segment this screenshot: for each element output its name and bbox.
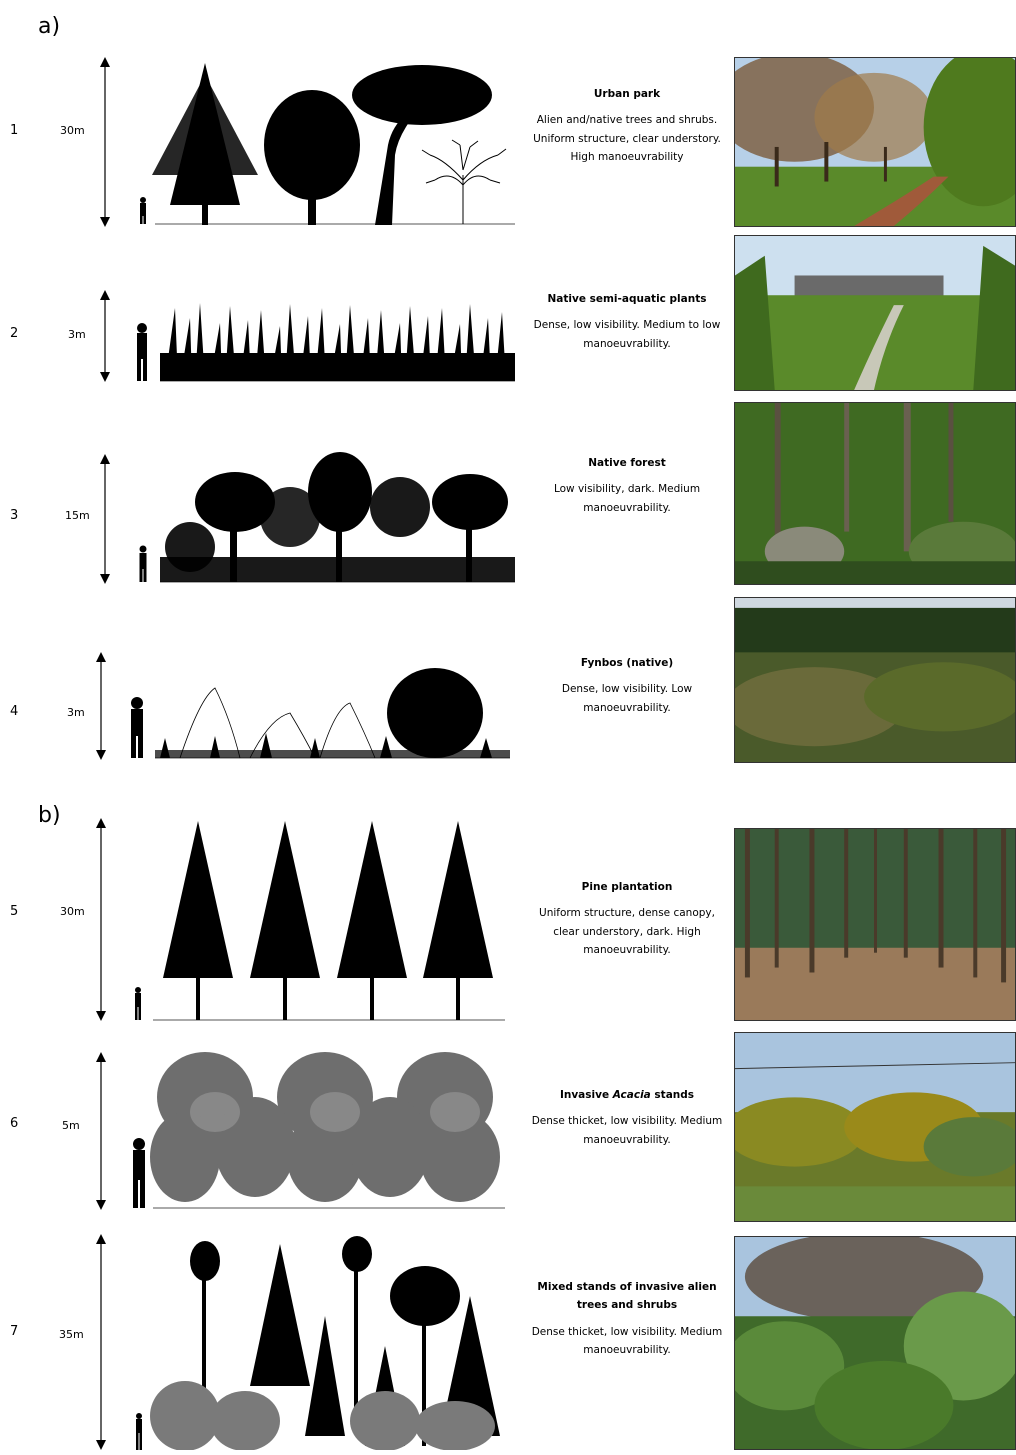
height-label: 30m [60, 905, 85, 918]
habitat-description: Pine plantation Uniform structure, dense… [527, 878, 727, 960]
height-arrow [94, 1234, 108, 1450]
person-silhouette [140, 197, 146, 224]
row-number: 7 [10, 1324, 19, 1339]
height-label: 5m [62, 1119, 80, 1132]
row-number: 2 [10, 326, 19, 341]
height-label: 3m [67, 706, 85, 719]
semi-aquatic-photo [734, 235, 1016, 391]
habitat-title: Mixed stands of invasive alien trees and… [537, 1281, 717, 1312]
habitat-description: Native semi-aquatic plants Dense, low vi… [527, 290, 727, 353]
habitat-row-6: 6 5m Invasive Acacia stands Dense thi [0, 1032, 1016, 1222]
habitat-row-2: 2 3m Native semi-aquatic plants Dense, l… [0, 235, 1016, 391]
row-number: 6 [10, 1116, 19, 1131]
urban-park-photo [734, 57, 1016, 227]
row-number: 1 [10, 123, 19, 138]
height-label: 15m [65, 509, 90, 522]
pine-plantation-silhouette [125, 818, 515, 1022]
person-silhouette [133, 1138, 145, 1208]
height-arrow [98, 454, 112, 584]
habitat-text: Alien and/native trees and shrubs. Unifo… [533, 114, 721, 164]
row-number: 5 [10, 904, 19, 919]
person-silhouette [135, 987, 141, 1020]
fynbos-silhouette [120, 658, 520, 760]
habitat-text: Low visibility, dark. Medium manoeuvrabi… [553, 483, 701, 514]
habitat-description: Mixed stands of invasive alien trees and… [527, 1278, 727, 1360]
acacia-silhouette [125, 1052, 515, 1210]
section-label-a: a) [38, 14, 61, 39]
native-forest-photo [734, 402, 1016, 585]
habitat-text: Dense, low visibility. Medium to low man… [533, 319, 721, 350]
height-arrow [98, 290, 112, 382]
mixed-stands-silhouette [125, 1236, 515, 1451]
native-forest-silhouette [130, 452, 520, 584]
habitat-text: Dense thicket, low visibility. Medium ma… [531, 1325, 723, 1357]
habitat-row-4: 4 3m Fynbos (native) Dense, low visibili… [0, 597, 1016, 764]
height-arrow [94, 652, 108, 760]
habitat-row-3: 3 15m Native forest Low visibility, dark… [0, 402, 1016, 587]
habitat-row-7: 7 35m Mixed stands of invasive alien tre… [0, 1232, 1016, 1451]
habitat-description: Invasive Acacia stands Dense thicket, lo… [527, 1086, 727, 1149]
habitat-description: Urban park Alien and/native trees and sh… [527, 85, 727, 167]
habitat-title: Invasive Acacia stands [559, 1089, 695, 1101]
height-arrow [98, 57, 112, 227]
habitat-description: Fynbos (native) Dense, low visibility. L… [527, 654, 727, 717]
habitat-title: Pine plantation [581, 881, 673, 893]
height-arrow [94, 818, 108, 1021]
habitat-text: Uniform structure, dense canopy, clear u… [539, 907, 715, 957]
semi-aquatic-silhouette [130, 298, 520, 383]
habitat-title: Native forest [588, 457, 666, 469]
height-label: 35m [59, 1328, 84, 1341]
acacia-photo [734, 1032, 1016, 1222]
person-silhouette [139, 545, 147, 582]
habitat-row-5: 5 30m Pine plantation Uniform structure,… [0, 818, 1016, 1023]
habitat-title: Urban park [593, 88, 661, 100]
height-label: 30m [60, 124, 85, 137]
section-label-b: b) [38, 803, 61, 828]
urban-park-silhouette [130, 55, 520, 230]
habitat-text: Dense thicket, low visibility. Medium ma… [531, 1115, 723, 1146]
height-label: 3m [68, 328, 86, 341]
habitat-row-1: 1 30m Urban park Alie [0, 55, 1016, 230]
mixed-stands-photo [734, 1236, 1016, 1450]
height-arrow [94, 1052, 108, 1210]
row-number: 3 [10, 508, 19, 523]
person-silhouette [136, 1413, 142, 1450]
habitat-title: Native semi-aquatic plants [547, 293, 707, 305]
pine-plantation-photo [734, 828, 1016, 1021]
row-number: 4 [10, 704, 19, 719]
fynbos-photo [734, 597, 1016, 763]
person-silhouette [137, 323, 147, 381]
person-silhouette [131, 697, 143, 758]
habitat-description: Native forest Low visibility, dark. Medi… [527, 454, 727, 517]
habitat-title: Fynbos (native) [580, 657, 674, 669]
habitat-text: Dense, low visibility. Low manoeuvrabili… [561, 683, 693, 714]
